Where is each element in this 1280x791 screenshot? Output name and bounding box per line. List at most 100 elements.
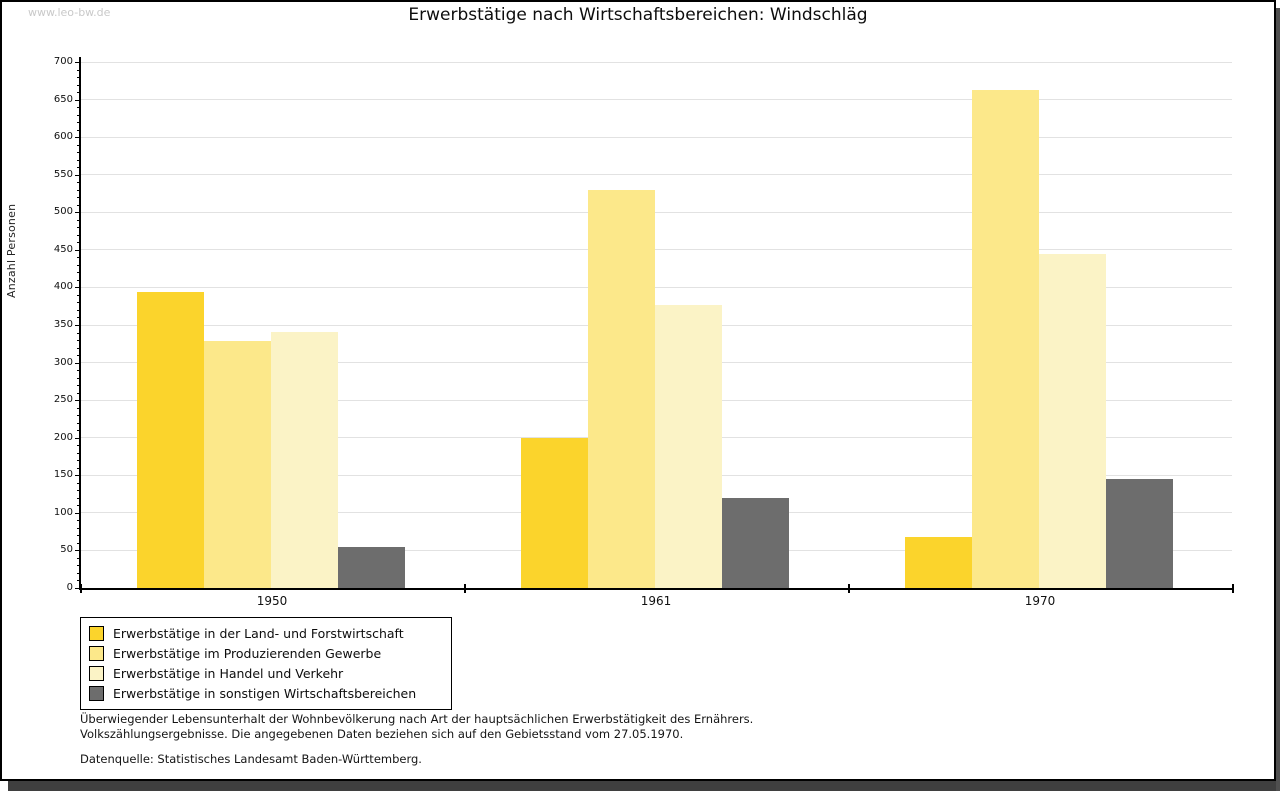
frame-shadow-right [1276, 8, 1280, 791]
x-axis-tick [464, 584, 466, 593]
frame-shadow-bottom [8, 781, 1276, 791]
y-axis-minor-tick [77, 505, 80, 507]
y-axis-minor-tick [77, 430, 80, 432]
legend-swatch [89, 665, 104, 681]
y-axis-minor-tick [77, 167, 80, 169]
bar-1961-series4 [722, 497, 789, 588]
y-axis-minor-tick [77, 580, 80, 582]
y-axis-major-tick [75, 137, 80, 139]
y-axis-minor-tick [77, 422, 80, 424]
y-axis-minor-tick [77, 257, 80, 259]
gridline [80, 286, 1232, 288]
x-axis-line [79, 588, 1232, 590]
y-axis-minor-tick [77, 355, 80, 357]
y-axis-minor-tick [77, 460, 80, 462]
legend-swatch [89, 625, 104, 641]
y-axis-minor-tick [77, 114, 80, 116]
y-axis-minor-tick [77, 92, 80, 94]
y-axis-minor-tick [77, 572, 80, 574]
gridline [80, 249, 1232, 251]
y-axis-minor-tick [77, 467, 80, 469]
bar-1950-series2 [204, 340, 271, 588]
y-axis-major-tick [75, 287, 80, 289]
y-tick-label: 500 [53, 206, 73, 218]
y-axis-minor-tick [77, 415, 80, 417]
y-axis-minor-tick [77, 332, 80, 334]
y-tick-label: 50 [60, 544, 73, 556]
y-axis-minor-tick [77, 182, 80, 184]
y-tick-label: 100 [53, 506, 73, 518]
y-axis-minor-tick [77, 227, 80, 229]
gridline [80, 61, 1232, 63]
y-tick-label: 600 [53, 131, 73, 143]
footnote-line: Volkszählungsergebnisse. Die angegebenen… [80, 727, 684, 741]
bar-1970-series4 [1106, 479, 1173, 588]
y-axis-major-tick [75, 437, 80, 439]
chart-title: Erwerbstätige nach Wirtschaftsbereichen:… [408, 5, 868, 25]
bar-1961-series1 [521, 438, 588, 588]
footnote-source: Datenquelle: Statistisches Landesamt Bad… [80, 752, 422, 766]
gridline [80, 174, 1232, 176]
y-axis-minor-tick [77, 407, 80, 409]
y-axis-line [79, 57, 81, 590]
legend-item: Erwerbstätige in sonstigen Wirtschaftsbe… [89, 683, 441, 703]
y-axis-minor-tick [77, 340, 80, 342]
y-axis-major-tick [75, 212, 80, 214]
x-category-label: 1961 [640, 594, 672, 608]
y-axis-minor-tick [77, 272, 80, 274]
y-tick-label: 250 [53, 394, 73, 406]
y-axis-minor-tick [77, 385, 80, 387]
y-axis-minor-tick [77, 152, 80, 154]
y-axis-major-tick [75, 362, 80, 364]
y-axis-minor-tick [77, 542, 80, 544]
y-axis-minor-tick [77, 565, 80, 567]
y-axis-major-tick [75, 249, 80, 251]
y-axis-minor-tick [77, 77, 80, 79]
y-axis-minor-tick [77, 69, 80, 71]
bar-1950-series4 [338, 547, 405, 588]
y-axis-minor-tick [77, 347, 80, 349]
y-axis-major-tick [75, 325, 80, 326]
bar-1970-series3 [1039, 254, 1106, 588]
y-axis-minor-tick [77, 264, 80, 266]
gridline [80, 99, 1232, 101]
y-axis-minor-tick [77, 535, 80, 537]
y-axis-minor-tick [77, 204, 80, 206]
y-axis-minor-tick [77, 445, 80, 447]
y-axis-major-tick [75, 475, 80, 477]
y-tick-label: 300 [53, 356, 73, 368]
legend-label: Erwerbstätige im Produzierenden Gewerbe [113, 645, 382, 661]
y-axis-minor-tick [77, 189, 80, 191]
legend-item: Erwerbstätige in Handel und Verkehr [89, 663, 441, 683]
legend-swatch [89, 645, 104, 661]
bar-1950-series3 [271, 331, 338, 588]
legend-label: Erwerbstätige in der Land- und Forstwirt… [113, 625, 404, 641]
y-tick-label: 700 [53, 56, 73, 67]
y-axis-minor-tick [77, 317, 80, 319]
bar-1970-series1 [905, 536, 972, 588]
bar-1961-series2 [588, 189, 655, 588]
bar-1961-series3 [655, 305, 722, 588]
y-axis-minor-tick [77, 242, 80, 244]
y-axis-major-tick [75, 400, 80, 402]
footnote-line: Überwiegender Lebensunterhalt der Wohnbe… [80, 712, 754, 726]
y-axis-major-tick [75, 550, 80, 552]
y-axis-minor-tick [77, 527, 80, 529]
x-category-label: 1950 [256, 594, 288, 608]
y-axis-minor-tick [77, 377, 80, 379]
y-axis-minor-tick [77, 482, 80, 484]
y-axis-minor-tick [77, 490, 80, 492]
bar-1950-series1 [137, 291, 204, 588]
y-axis-major-tick [75, 588, 80, 589]
y-axis-minor-tick [77, 197, 80, 199]
x-axis-tick [848, 584, 850, 593]
y-axis-minor-tick [77, 129, 80, 131]
y-tick-label: 150 [53, 469, 73, 481]
y-axis-minor-tick [77, 84, 80, 86]
gridline [80, 211, 1232, 213]
y-tick-label: 450 [53, 243, 73, 255]
y-axis-minor-tick [77, 302, 80, 304]
y-axis-minor-tick [77, 107, 80, 109]
y-axis-minor-tick [77, 144, 80, 146]
